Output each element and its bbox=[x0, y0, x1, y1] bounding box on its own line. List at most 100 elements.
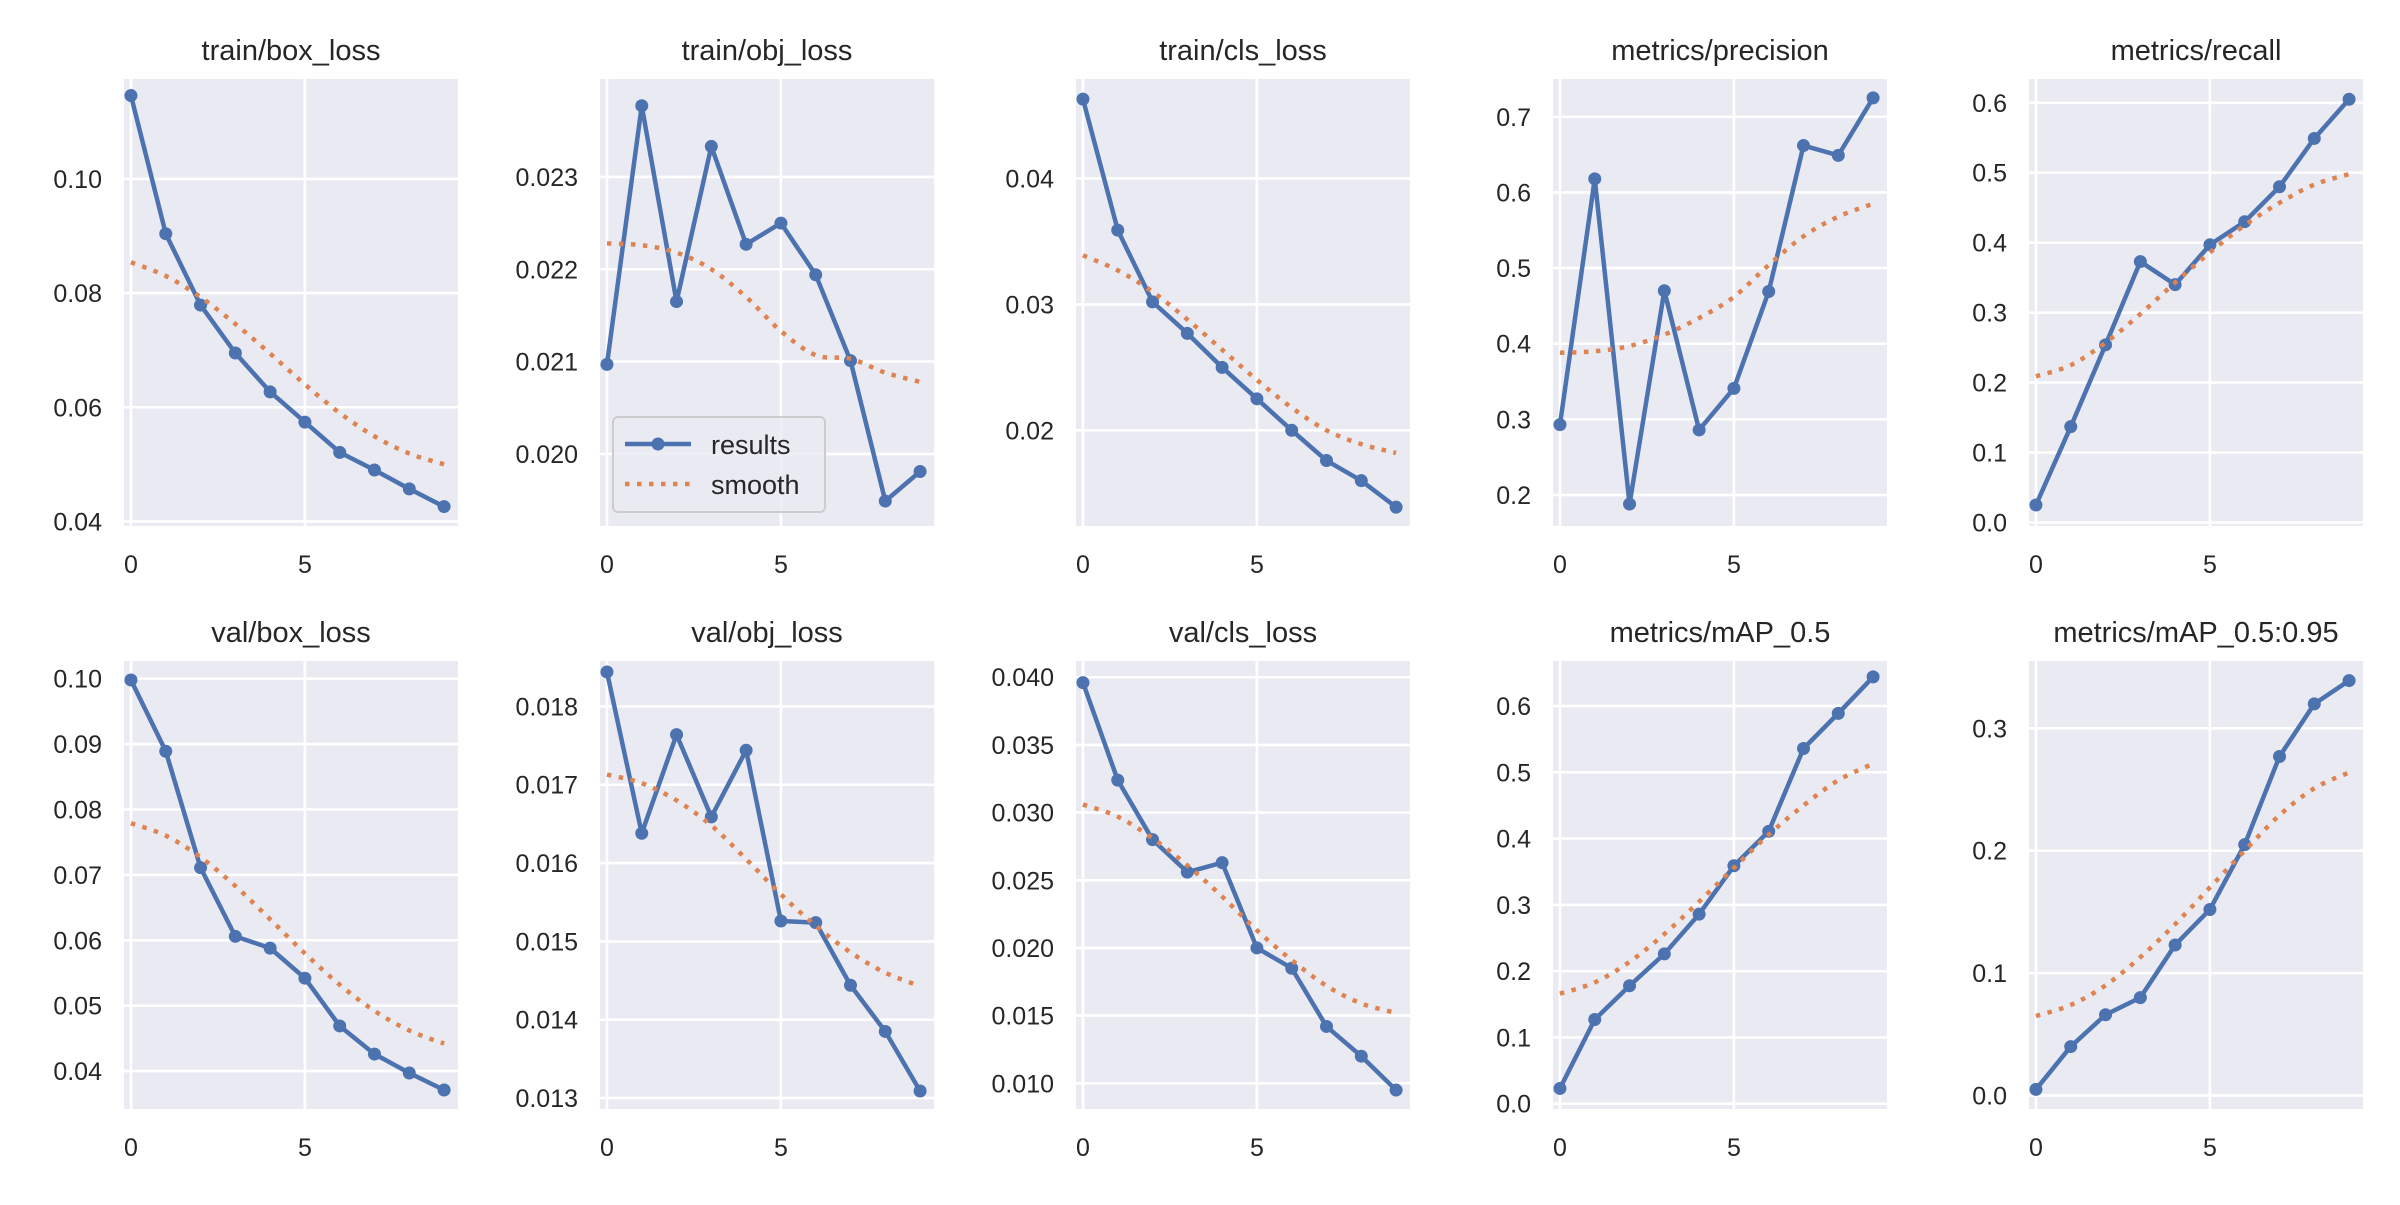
data-point-results bbox=[159, 744, 173, 758]
x-tick-label: 5 bbox=[1727, 551, 1741, 579]
data-point-results bbox=[1215, 856, 1229, 870]
y-tick-label: 0.040 bbox=[991, 664, 1054, 692]
series-line-results bbox=[604, 103, 922, 504]
data-point-results bbox=[263, 385, 277, 399]
data-point-results bbox=[1320, 1019, 1333, 1033]
y-tick-label: 0.6 bbox=[1496, 179, 1531, 207]
y-tick-label: 0.08 bbox=[53, 796, 102, 824]
series-line-smooth bbox=[1559, 761, 1875, 996]
data-point-results bbox=[2342, 92, 2356, 106]
series-line-results bbox=[604, 671, 923, 1093]
y-tick-label: 0.3 bbox=[1496, 892, 1531, 920]
panel-title: val/box_loss bbox=[211, 617, 371, 649]
data-point-results bbox=[1285, 423, 1299, 437]
y-tick-label: 0.10 bbox=[53, 166, 102, 194]
data-point-results bbox=[1076, 676, 1090, 690]
series-line-smooth bbox=[1082, 253, 1397, 456]
y-tick-label: 0.1 bbox=[1972, 960, 2007, 988]
y-tick-label: 0.2 bbox=[1496, 482, 1531, 510]
data-point-results bbox=[1727, 381, 1741, 395]
data-point-results bbox=[2064, 1040, 2078, 1054]
x-tick-label: 5 bbox=[2203, 1134, 2217, 1162]
y-tick-label: 0.020 bbox=[991, 935, 1054, 963]
data-point-results bbox=[1623, 979, 1637, 993]
y-tick-label: 0.6 bbox=[1496, 693, 1531, 721]
data-point-results bbox=[1657, 284, 1671, 298]
plot-area bbox=[124, 661, 458, 1109]
panel-title: metrics/mAP_0.5:0.95 bbox=[2053, 617, 2338, 649]
data-point-results bbox=[2029, 1082, 2043, 1096]
data-point-results bbox=[635, 99, 649, 113]
x-tick-label: 0 bbox=[124, 1134, 138, 1162]
y-tick-label: 0.018 bbox=[515, 693, 578, 721]
data-point-results bbox=[2133, 991, 2147, 1005]
y-tick-label: 0.022 bbox=[515, 256, 578, 284]
panel-title: metrics/mAP_0.5 bbox=[1610, 617, 1831, 649]
data-point-results bbox=[1076, 92, 1090, 106]
subplot-train-cls-loss: 0.02 0.03 0.04 0 5 train/cls_loss bbox=[1005, 35, 1410, 579]
data-point-results bbox=[2273, 180, 2286, 194]
data-point-results bbox=[739, 237, 753, 251]
subplot-train-box-loss: 0.04 0.06 0.08 0.10 0 5 train/box_loss bbox=[53, 35, 458, 579]
y-tick-label: 0.016 bbox=[515, 850, 578, 878]
data-point-results bbox=[670, 295, 684, 309]
data-point-results bbox=[159, 227, 173, 241]
data-point-results bbox=[1180, 865, 1194, 879]
panel-title: train/box_loss bbox=[202, 35, 381, 67]
data-point-results bbox=[1831, 706, 1845, 720]
y-tick-label: 0.0 bbox=[1972, 1083, 2007, 1111]
series-line-smooth bbox=[606, 241, 921, 385]
series-line-smooth bbox=[130, 821, 445, 1046]
y-tick-label: 0.4 bbox=[1972, 230, 2007, 258]
series-line-smooth bbox=[1082, 802, 1397, 1016]
y-tick-label: 0.5 bbox=[1496, 255, 1531, 283]
series-line-results bbox=[1557, 675, 1875, 1090]
data-point-results bbox=[437, 1083, 451, 1097]
panel-title: metrics/precision bbox=[1611, 35, 1829, 67]
data-point-results bbox=[1797, 139, 1810, 153]
panel-title: train/cls_loss bbox=[1159, 35, 1327, 67]
x-tick-label: 0 bbox=[600, 1134, 614, 1162]
subplot-metrics-precision: 0.2 0.3 0.4 0.5 0.6 0.7 0 5 metrics/precision bbox=[1496, 35, 1887, 579]
data-point-results bbox=[368, 463, 381, 477]
data-point-results bbox=[333, 445, 347, 459]
panel-title: val/obj_loss bbox=[691, 617, 843, 649]
x-tick-label: 5 bbox=[1250, 1134, 1264, 1162]
y-tick-label: 0.05 bbox=[53, 993, 102, 1021]
x-tick-label: 0 bbox=[1553, 551, 1567, 579]
data-point-results bbox=[600, 665, 614, 679]
data-point-results bbox=[809, 268, 823, 282]
y-tick-label: 0.2 bbox=[1972, 838, 2007, 866]
y-tick-label: 0.030 bbox=[991, 800, 1054, 828]
x-tick-label: 5 bbox=[774, 1134, 788, 1162]
x-tick-label: 0 bbox=[1076, 1134, 1090, 1162]
legend-results-marker bbox=[651, 437, 665, 451]
data-point-results bbox=[2307, 131, 2321, 145]
data-point-results bbox=[1588, 172, 1602, 186]
y-tick-label: 0.5 bbox=[1972, 160, 2007, 188]
y-tick-label: 0.4 bbox=[1496, 826, 1531, 854]
y-tick-label: 0.04 bbox=[1005, 165, 1054, 193]
y-tick-label: 0.07 bbox=[53, 862, 102, 890]
data-point-results bbox=[124, 673, 138, 687]
panel-title: train/obj_loss bbox=[682, 35, 853, 67]
series-line-smooth bbox=[2035, 171, 2350, 379]
panel-title: val/cls_loss bbox=[1169, 617, 1317, 649]
data-point-results bbox=[194, 861, 208, 875]
y-tick-label: 0.5 bbox=[1496, 759, 1531, 787]
plot-area bbox=[1076, 661, 1410, 1109]
y-tick-label: 0.0 bbox=[1496, 1091, 1531, 1119]
y-tick-label: 0.1 bbox=[1496, 1024, 1531, 1052]
data-point-results bbox=[2238, 215, 2252, 229]
y-tick-label: 0.02 bbox=[1005, 417, 1054, 445]
data-point-results bbox=[1553, 1081, 1567, 1095]
x-tick-label: 5 bbox=[2203, 551, 2217, 579]
data-point-results bbox=[333, 1019, 347, 1033]
y-tick-label: 0.3 bbox=[1972, 715, 2007, 743]
data-point-results bbox=[1180, 326, 1194, 340]
data-point-results bbox=[402, 482, 416, 496]
data-point-results bbox=[263, 941, 277, 955]
data-point-results bbox=[1389, 1083, 1403, 1097]
